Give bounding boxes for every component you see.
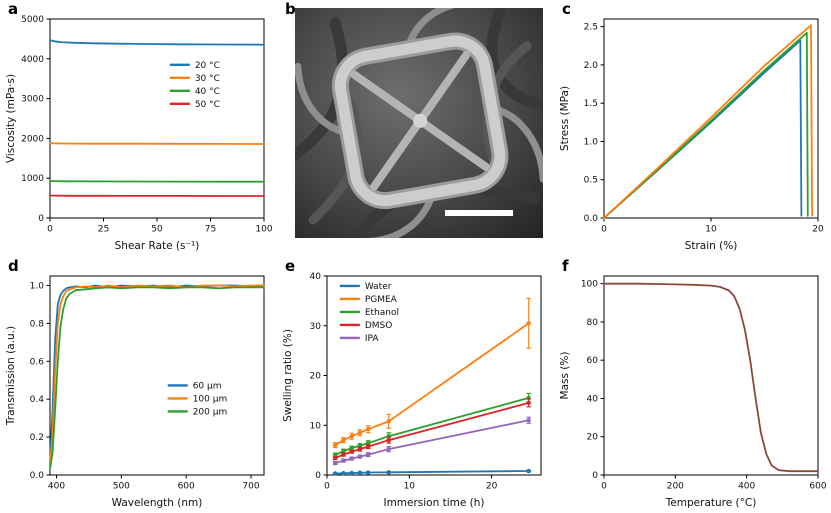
svg-text:DMSO: DMSO (365, 321, 393, 331)
svg-text:20: 20 (310, 372, 322, 382)
svg-text:1000: 1000 (21, 174, 44, 184)
svg-text:PGMEA: PGMEA (365, 295, 398, 305)
svg-text:Viscosity (mPa·s): Viscosity (mPa·s) (5, 74, 17, 163)
sem-node (413, 113, 428, 128)
svg-text:0: 0 (38, 214, 44, 224)
svg-text:4000: 4000 (21, 55, 44, 65)
svg-text:40: 40 (310, 272, 322, 282)
svg-text:0: 0 (601, 225, 607, 235)
panel-a: a 0 25 50 75 100 0 1000 2000 3000 4000 5000 Shear R… (0, 0, 277, 256)
panel-label-f: f (562, 257, 569, 275)
panel-label-e: e (285, 257, 296, 275)
svg-text:30 °C: 30 °C (195, 74, 220, 84)
svg-text:2.5: 2.5 (584, 23, 598, 33)
svg-text:400: 400 (48, 482, 65, 492)
svg-text:1.5: 1.5 (584, 99, 598, 109)
svg-text:10: 10 (705, 225, 717, 235)
svg-text:Stress (MPa): Stress (MPa) (559, 86, 571, 151)
svg-text:20 °C: 20 °C (195, 61, 220, 71)
panel-label-a: a (8, 0, 19, 18)
svg-text:60 µm: 60 µm (193, 381, 222, 391)
svg-text:2000: 2000 (21, 134, 44, 144)
panel-b: b (277, 0, 554, 256)
svg-text:Wavelength (nm): Wavelength (nm) (112, 497, 203, 509)
svg-text:0: 0 (601, 482, 607, 492)
svg-text:5000: 5000 (21, 15, 44, 25)
svg-text:40: 40 (587, 394, 599, 404)
svg-text:100: 100 (255, 225, 272, 235)
svg-text:400: 400 (738, 482, 755, 492)
svg-text:2.0: 2.0 (584, 61, 599, 71)
sem-micrograph (284, 0, 549, 249)
panel-f: f 0 200 400 600 0 20 40 60 80 100 Temperature (°C)… (554, 257, 831, 513)
svg-text:50: 50 (151, 225, 163, 235)
chart-stress-strain: 0 10 20 0.0 0.5 1.0 1.5 2.0 2.5 Strain (%) Stress … (558, 10, 826, 252)
svg-text:100 µm: 100 µm (193, 394, 228, 404)
chart-tga-mass-temperature: 0 200 400 600 0 20 40 60 80 100 Temperature (°C) Ma… (558, 267, 827, 509)
svg-text:0.6: 0.6 (30, 357, 45, 367)
svg-text:0: 0 (47, 225, 53, 235)
panel-label-c: c (562, 0, 571, 18)
scale-bar (445, 210, 513, 216)
svg-text:40 °C: 40 °C (195, 87, 220, 97)
panel-c: c 0 10 20 0.0 0.5 1.0 1.5 2.0 2.5 Strain (%) Stres… (554, 0, 831, 256)
sem-image (284, 0, 549, 249)
svg-text:200 µm: 200 µm (193, 407, 228, 417)
svg-text:Transmission (a.u.): Transmission (a.u.) (5, 326, 17, 426)
chart-transmission-wavelength: 400 500 600 700 0.0 0.2 0.4 0.6 0.8 1.0 Wavelength… (4, 267, 272, 509)
svg-text:20: 20 (812, 225, 824, 235)
svg-text:0: 0 (324, 482, 330, 492)
svg-text:700: 700 (242, 482, 259, 492)
svg-text:10: 10 (310, 421, 322, 431)
svg-text:Immersion time (h): Immersion time (h) (383, 497, 484, 509)
svg-text:20: 20 (486, 482, 498, 492)
svg-text:0: 0 (315, 471, 321, 481)
svg-text:0: 0 (592, 471, 598, 481)
svg-text:Water: Water (365, 282, 392, 292)
svg-text:10: 10 (404, 482, 416, 492)
svg-text:80: 80 (587, 318, 599, 328)
svg-text:600: 600 (178, 482, 195, 492)
svg-text:3000: 3000 (21, 95, 44, 105)
svg-text:0.4: 0.4 (30, 395, 45, 405)
svg-text:Shear Rate (s⁻¹): Shear Rate (s⁻¹) (115, 240, 200, 252)
svg-text:1.0: 1.0 (584, 137, 599, 147)
svg-text:0.8: 0.8 (30, 319, 45, 329)
svg-text:Mass (%): Mass (%) (559, 352, 571, 400)
svg-text:0.2: 0.2 (30, 433, 44, 443)
panel-label-d: d (8, 257, 19, 275)
svg-text:0.0: 0.0 (30, 471, 45, 481)
svg-text:500: 500 (113, 482, 130, 492)
svg-text:60: 60 (587, 356, 599, 366)
svg-text:75: 75 (205, 225, 216, 235)
panel-d: d 400 500 600 700 0.0 0.2 0.4 0.6 0.8 1.0 Waveleng… (0, 257, 277, 513)
svg-text:50 °C: 50 °C (195, 100, 220, 110)
svg-text:1.0: 1.0 (30, 281, 45, 291)
svg-text:200: 200 (667, 482, 684, 492)
panel-label-b: b (285, 0, 296, 18)
svg-text:Temperature (°C): Temperature (°C) (665, 497, 757, 509)
svg-text:30: 30 (310, 322, 322, 332)
sem-lattice-frame (294, 0, 547, 246)
svg-text:Ethanol: Ethanol (365, 308, 399, 318)
svg-text:20: 20 (587, 433, 599, 443)
svg-text:0.0: 0.0 (584, 214, 599, 224)
chart-viscosity-shear-rate: 0 25 50 75 100 0 1000 2000 3000 4000 5000 Shear Rat… (4, 10, 273, 252)
svg-text:Swelling ratio (%): Swelling ratio (%) (282, 329, 294, 422)
panel-e: e 0 10 20 0 10 20 30 40 Immersion time (h) Swelli… (277, 257, 554, 513)
svg-text:IPA: IPA (365, 334, 380, 344)
svg-text:600: 600 (809, 482, 826, 492)
chart-swelling-ratio: 0 10 20 0 10 20 30 40 Immersion time (h) Swelling… (281, 267, 549, 509)
svg-text:0.5: 0.5 (584, 176, 598, 186)
svg-text:100: 100 (581, 280, 598, 290)
svg-text:Strain (%): Strain (%) (685, 240, 738, 252)
svg-text:25: 25 (98, 225, 109, 235)
